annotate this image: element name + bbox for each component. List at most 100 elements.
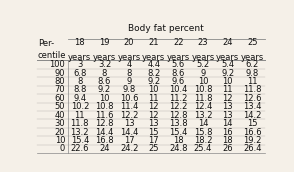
Text: 10.4: 10.4 — [169, 85, 188, 94]
Text: Body fat percent: Body fat percent — [128, 24, 204, 33]
Text: 16: 16 — [222, 127, 233, 137]
Text: 10: 10 — [99, 94, 110, 103]
Text: 10.8: 10.8 — [95, 102, 114, 111]
Text: 90: 90 — [55, 68, 65, 78]
Text: 18: 18 — [173, 136, 184, 145]
Text: 11.8: 11.8 — [243, 85, 262, 94]
Text: 13: 13 — [222, 111, 233, 120]
Text: 8.8: 8.8 — [73, 85, 86, 94]
Text: 24: 24 — [99, 144, 110, 153]
Text: 14: 14 — [222, 119, 233, 128]
Text: 13.2: 13.2 — [194, 111, 212, 120]
Text: years: years — [167, 53, 190, 62]
Text: 17: 17 — [124, 136, 134, 145]
Text: 21: 21 — [148, 38, 159, 47]
Text: 16.8: 16.8 — [95, 136, 114, 145]
Text: 18: 18 — [222, 136, 233, 145]
Text: 10: 10 — [148, 85, 159, 94]
Text: 12.2: 12.2 — [120, 111, 138, 120]
Text: 80: 80 — [55, 77, 65, 86]
Text: 12: 12 — [148, 102, 159, 111]
Text: 10.8: 10.8 — [194, 85, 212, 94]
Text: 5.4: 5.4 — [221, 60, 234, 69]
Text: Per-: Per- — [38, 39, 54, 48]
Text: 6.8: 6.8 — [73, 68, 86, 78]
Text: 15.4: 15.4 — [71, 136, 89, 145]
Text: 9.8: 9.8 — [123, 85, 136, 94]
Text: 16.6: 16.6 — [243, 127, 262, 137]
Text: 11.2: 11.2 — [169, 94, 188, 103]
Text: 18: 18 — [74, 38, 85, 47]
Text: 40: 40 — [55, 111, 65, 120]
Text: 14: 14 — [198, 119, 208, 128]
Text: 3: 3 — [77, 60, 83, 69]
Text: 8: 8 — [102, 68, 107, 78]
Text: 60: 60 — [55, 94, 65, 103]
Text: years: years — [142, 53, 165, 62]
Text: 25: 25 — [148, 144, 159, 153]
Text: 8.2: 8.2 — [147, 68, 160, 78]
Text: 12.8: 12.8 — [169, 111, 188, 120]
Text: 26.4: 26.4 — [243, 144, 262, 153]
Text: 6.2: 6.2 — [246, 60, 259, 69]
Text: 15.8: 15.8 — [194, 127, 212, 137]
Text: 13: 13 — [222, 102, 233, 111]
Text: 12.6: 12.6 — [243, 94, 262, 103]
Text: years: years — [93, 53, 116, 62]
Text: 24.2: 24.2 — [120, 144, 138, 153]
Text: 11.6: 11.6 — [95, 111, 114, 120]
Text: 18.2: 18.2 — [194, 136, 212, 145]
Text: 70: 70 — [55, 85, 65, 94]
Text: 9.2: 9.2 — [98, 85, 111, 94]
Text: 9.6: 9.6 — [172, 77, 185, 86]
Text: 12.8: 12.8 — [95, 119, 114, 128]
Text: years: years — [68, 53, 91, 62]
Text: 17: 17 — [148, 136, 159, 145]
Text: 9.8: 9.8 — [246, 68, 259, 78]
Text: 20: 20 — [124, 38, 134, 47]
Text: 12.4: 12.4 — [194, 102, 212, 111]
Text: 11: 11 — [222, 85, 233, 94]
Text: 100: 100 — [49, 60, 65, 69]
Text: 13.4: 13.4 — [243, 102, 262, 111]
Text: 15.4: 15.4 — [169, 127, 188, 137]
Text: 12.2: 12.2 — [169, 102, 188, 111]
Text: 14.4: 14.4 — [95, 127, 114, 137]
Text: centile: centile — [38, 51, 66, 60]
Text: years: years — [118, 53, 141, 62]
Text: 11.8: 11.8 — [71, 119, 89, 128]
Text: 3.2: 3.2 — [98, 60, 111, 69]
Text: 20: 20 — [55, 127, 65, 137]
Text: 22: 22 — [173, 38, 184, 47]
Text: 30: 30 — [55, 119, 65, 128]
Text: years: years — [241, 53, 264, 62]
Text: 15: 15 — [247, 119, 258, 128]
Text: 8: 8 — [77, 77, 83, 86]
Text: 0: 0 — [60, 144, 65, 153]
Text: 9.2: 9.2 — [221, 68, 234, 78]
Text: 24: 24 — [222, 38, 233, 47]
Text: 24.8: 24.8 — [169, 144, 188, 153]
Text: 11.8: 11.8 — [194, 94, 212, 103]
Text: 12: 12 — [148, 111, 159, 120]
Text: 19.2: 19.2 — [243, 136, 261, 145]
Text: 10.6: 10.6 — [120, 94, 138, 103]
Text: 8.6: 8.6 — [98, 77, 111, 86]
Text: 9: 9 — [201, 68, 206, 78]
Text: 13.2: 13.2 — [71, 127, 89, 137]
Text: 8: 8 — [126, 68, 132, 78]
Text: 14.4: 14.4 — [120, 127, 138, 137]
Text: 9.2: 9.2 — [147, 77, 160, 86]
Text: 9.4: 9.4 — [73, 94, 86, 103]
Text: 10: 10 — [55, 136, 65, 145]
Text: 19: 19 — [99, 38, 110, 47]
Text: 15: 15 — [148, 127, 159, 137]
Text: 11: 11 — [75, 111, 85, 120]
Text: 4: 4 — [126, 60, 132, 69]
Text: 11: 11 — [148, 94, 159, 103]
Text: 5.6: 5.6 — [172, 60, 185, 69]
Text: years: years — [191, 53, 215, 62]
Text: 13.8: 13.8 — [169, 119, 188, 128]
Text: 13: 13 — [148, 119, 159, 128]
Text: 10: 10 — [222, 77, 233, 86]
